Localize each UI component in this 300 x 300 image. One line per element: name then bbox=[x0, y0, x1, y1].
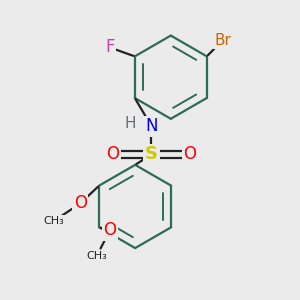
Text: CH₃: CH₃ bbox=[86, 251, 107, 261]
Text: CH₃: CH₃ bbox=[43, 216, 64, 226]
Text: O: O bbox=[74, 194, 87, 212]
Text: O: O bbox=[103, 221, 116, 239]
Text: H: H bbox=[125, 116, 136, 131]
Text: S: S bbox=[145, 146, 158, 164]
Text: O: O bbox=[106, 146, 119, 164]
Text: F: F bbox=[105, 38, 115, 56]
Text: Br: Br bbox=[214, 32, 231, 47]
Text: N: N bbox=[145, 117, 158, 135]
Text: O: O bbox=[184, 146, 196, 164]
